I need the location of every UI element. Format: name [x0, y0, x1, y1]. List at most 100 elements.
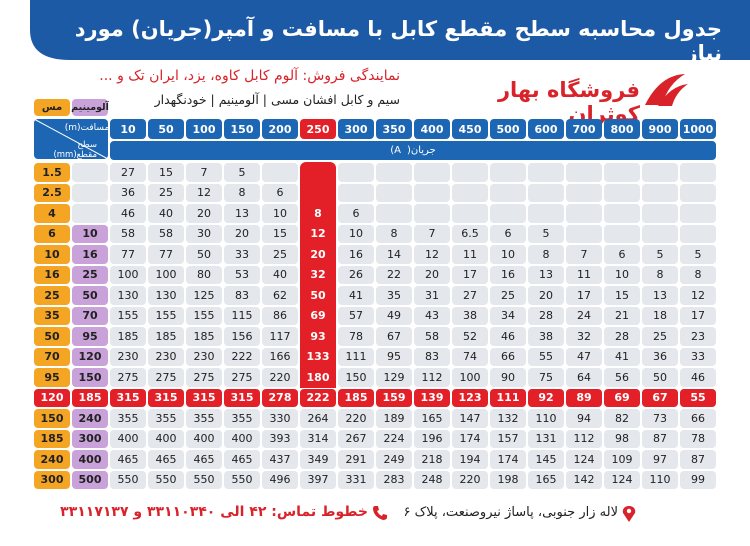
current-cell: 14: [376, 245, 412, 264]
current-cell: 194: [452, 450, 488, 469]
current-cell: 78: [338, 327, 374, 346]
current-cell: 130: [110, 286, 146, 305]
copper-cell: 120: [34, 388, 70, 407]
current-cell: 465: [224, 450, 260, 469]
current-cell: 6: [490, 224, 526, 243]
current-cell: 46: [680, 368, 716, 387]
current-cell: 125: [186, 286, 222, 305]
current-cell: [642, 183, 678, 202]
current-cell: 49: [376, 306, 412, 325]
aluminum-cell: 300: [72, 429, 108, 448]
distance-header: 50: [148, 119, 184, 139]
current-cell: 220: [262, 368, 298, 387]
current-cell: 8: [376, 224, 412, 243]
current-cell: 355: [224, 409, 260, 428]
current-cell: 13: [642, 286, 678, 305]
distance-header: 300: [338, 119, 374, 139]
current-cell: 75: [528, 368, 564, 387]
current-cell: 7: [566, 245, 602, 264]
current-cell: 278: [262, 388, 298, 407]
current-cell: [490, 204, 526, 223]
current-cell: 87: [680, 450, 716, 469]
current-cell: 67: [376, 327, 412, 346]
current-cell: 5: [642, 245, 678, 264]
current-cell: 112: [414, 368, 450, 387]
current-cell: 38: [452, 306, 488, 325]
store-name: فروشگاه بهار کوثران: [497, 78, 640, 126]
current-cell: [452, 204, 488, 223]
current-cell: 150: [338, 368, 374, 387]
current-cell: 465: [110, 450, 146, 469]
current-cell: 46: [490, 327, 526, 346]
current-cell: 315: [186, 388, 222, 407]
current-cell: 159: [376, 388, 412, 407]
current-cell: 139: [414, 388, 450, 407]
current-cell: [566, 224, 602, 243]
current-cell: [680, 204, 716, 223]
current-cell: 25: [148, 183, 184, 202]
current-cell: [604, 224, 640, 243]
current-cell: 267: [338, 429, 374, 448]
current-cell: 110: [642, 470, 678, 489]
current-cell: 64: [566, 368, 602, 387]
distance-header: 1000: [680, 119, 716, 139]
aluminum-cell: 120: [72, 347, 108, 366]
current-cell: 77: [110, 245, 146, 264]
current-cell: 8: [528, 245, 564, 264]
current-cell: 17: [680, 306, 716, 325]
current-cell: 21: [604, 306, 640, 325]
current-cell: 10: [262, 204, 298, 223]
current-cell: 25: [490, 286, 526, 305]
aluminum-cell: 10: [72, 224, 108, 243]
current-cell: 27: [452, 286, 488, 305]
current-cell: 66: [490, 347, 526, 366]
current-cell: 275: [186, 368, 222, 387]
copper-cell: 70: [34, 347, 70, 366]
current-cell: 33: [680, 347, 716, 366]
current-cell: 57: [338, 306, 374, 325]
distance-header: 800: [604, 119, 640, 139]
current-cell: 133: [306, 350, 330, 364]
current-cell: [642, 163, 678, 182]
current-cell: [300, 184, 336, 203]
current-cell: 185: [110, 327, 146, 346]
current-cell: 52: [452, 327, 488, 346]
current-cell: 94: [566, 409, 602, 428]
current-cell: 93: [310, 329, 326, 343]
current-cell: 28: [604, 327, 640, 346]
current-cell: 550: [148, 470, 184, 489]
copper-cell: 2.5: [34, 183, 70, 202]
current-cell: 155: [110, 306, 146, 325]
current-cell: 98: [604, 429, 640, 448]
current-cell: 124: [604, 470, 640, 489]
current-cell: 20: [186, 204, 222, 223]
current-cell: 174: [452, 429, 488, 448]
current-cell: 16: [338, 245, 374, 264]
copper-cell: 50: [34, 327, 70, 346]
aluminum-cell: 16: [72, 245, 108, 264]
current-cell: [376, 183, 412, 202]
current-cell: [604, 204, 640, 223]
current-cell: [490, 163, 526, 182]
current-cell: [680, 224, 716, 243]
current-cell: [490, 183, 526, 202]
current-cell: [528, 183, 564, 202]
copper-cell: 185: [34, 429, 70, 448]
current-cell: 55: [680, 388, 716, 407]
current-cell: 40: [148, 204, 184, 223]
current-cell: 165: [414, 409, 450, 428]
current-cell: [338, 183, 374, 202]
aluminum-cell: 25: [72, 265, 108, 284]
current-cell: 25: [262, 245, 298, 264]
current-cell: 50: [642, 368, 678, 387]
current-cell: 35: [376, 286, 412, 305]
current-cell: [376, 163, 412, 182]
current-cell: 11: [566, 265, 602, 284]
copper-cell: 300: [34, 470, 70, 489]
current-cell: 185: [338, 388, 374, 407]
current-cell: 155: [186, 306, 222, 325]
current-cell: 222: [224, 347, 260, 366]
logo-icon: [645, 74, 688, 106]
current-cell: 66: [680, 409, 716, 428]
